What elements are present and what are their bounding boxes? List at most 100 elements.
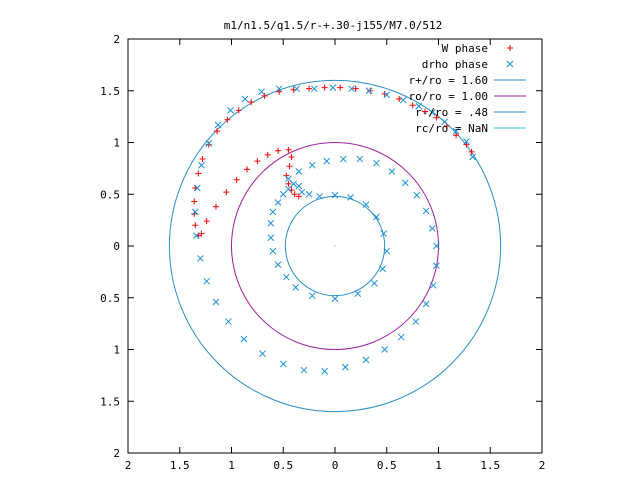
- w-phase-point: [422, 108, 429, 115]
- legend-label: ro/ro = 1.00: [409, 90, 488, 103]
- x-tick-label: 0.5: [273, 459, 293, 472]
- w-phase-point: [352, 85, 359, 92]
- drho-phase-point: [331, 295, 339, 303]
- drho-phase-point: [290, 180, 297, 188]
- legend-label: r-/ro = .48: [415, 106, 488, 119]
- w-phase-point: [285, 146, 292, 153]
- data-points: [191, 84, 477, 375]
- w-phase-point: [235, 107, 242, 114]
- drho-phase-point: [275, 85, 283, 93]
- w-phase-point: [254, 158, 261, 165]
- drho-phase-point: [214, 121, 222, 129]
- legend-label: W phase: [442, 42, 488, 55]
- drho-phase-point: [279, 360, 287, 368]
- drho-phase-point: [348, 85, 355, 93]
- reference-circle: [284, 195, 386, 297]
- drho-phase-point: [341, 363, 349, 371]
- w-phase-point: [192, 222, 199, 229]
- drho-phase-point: [329, 84, 337, 91]
- drho-phase-point: [381, 346, 389, 353]
- w-phase-point: [283, 172, 290, 179]
- w-phase-point: [381, 90, 388, 97]
- w-phase-point: [199, 156, 206, 163]
- w-phase-point: [291, 191, 298, 198]
- origin-dot: [334, 245, 336, 247]
- drho-phase-point: [422, 207, 430, 215]
- drho-phase-point: [380, 230, 387, 237]
- drho-phase-point: [428, 109, 436, 116]
- drho-phase-point: [388, 168, 396, 175]
- drho-phase-point: [415, 102, 423, 110]
- drho-phase-point: [422, 300, 430, 308]
- legend-label: rc/ro = NaN: [415, 122, 488, 135]
- legend-label: r+/ro = 1.60: [409, 74, 488, 87]
- w-phase-point: [288, 153, 295, 160]
- drho-phase-point: [279, 190, 287, 198]
- w-phase-point: [433, 114, 440, 121]
- drho-phase-point: [283, 273, 290, 281]
- drho-phase-point: [433, 262, 440, 270]
- x-tick-label: 2: [125, 459, 132, 472]
- drho-phase-point: [269, 208, 277, 216]
- drho-phase-point: [227, 107, 234, 114]
- drho-phase-point: [373, 213, 380, 221]
- drho-phase-point: [347, 194, 354, 201]
- drho-phase-point: [452, 127, 460, 135]
- drho-phase-point: [305, 190, 313, 198]
- drho-phase-point: [295, 182, 303, 190]
- drho-phase-point: [274, 199, 282, 206]
- drho-phase-point: [356, 155, 364, 163]
- drho-phase-point: [269, 247, 277, 255]
- drho-phase-point: [316, 192, 323, 200]
- w-phase-point: [337, 84, 344, 91]
- drho-phase-point: [383, 91, 391, 99]
- drho-phase-point: [197, 255, 204, 262]
- w-phase-point: [285, 180, 292, 187]
- x-tick-label: 1.5: [480, 459, 500, 472]
- w-phase-point: [224, 116, 231, 123]
- drho-phase-point: [321, 367, 329, 375]
- w-phase-point: [306, 85, 313, 92]
- drho-phase-point: [300, 366, 308, 374]
- drho-phase-point: [212, 298, 220, 306]
- drho-phase-point: [433, 242, 440, 250]
- drho-phase-point: [308, 161, 316, 169]
- w-phase-point: [212, 203, 219, 210]
- x-tick-label: 1: [228, 459, 235, 472]
- drho-phase-point: [402, 179, 409, 187]
- drho-phase-point: [354, 290, 362, 297]
- drho-phase-point: [362, 201, 370, 208]
- drho-phase-point: [362, 356, 370, 364]
- drho-phase-point: [198, 161, 205, 169]
- w-phase-point: [248, 99, 255, 106]
- reference-circle: [231, 142, 439, 350]
- drho-phase-point: [373, 159, 380, 167]
- legend-marker: [506, 60, 514, 68]
- y-tick-label: 1: [113, 344, 120, 357]
- drho-phase-point: [397, 333, 405, 341]
- drho-phase-point: [370, 279, 378, 287]
- drho-phase-point: [429, 281, 437, 289]
- y-tick-label: 0.5: [100, 188, 120, 201]
- drho-phase-point: [441, 118, 449, 126]
- drho-phase-point: [267, 219, 275, 227]
- w-phase-point: [233, 176, 240, 183]
- w-phase-point: [409, 102, 416, 109]
- w-phase-point: [223, 189, 230, 196]
- drho-phase-point: [274, 261, 282, 268]
- w-phase-point: [261, 92, 268, 99]
- w-phase-point: [198, 230, 205, 237]
- y-tick-label: 1.5: [100, 85, 120, 98]
- drho-phase-point: [308, 292, 316, 300]
- w-phase-point: [295, 193, 302, 200]
- drho-phase-point: [292, 284, 300, 291]
- drho-phase-point: [298, 188, 306, 196]
- drho-phase-point: [240, 335, 248, 343]
- drho-phase-point: [203, 277, 211, 285]
- y-tick-label: 1.5: [100, 395, 120, 408]
- w-phase-point: [195, 170, 202, 177]
- w-phase-point: [214, 128, 221, 135]
- drho-phase-point: [383, 247, 391, 255]
